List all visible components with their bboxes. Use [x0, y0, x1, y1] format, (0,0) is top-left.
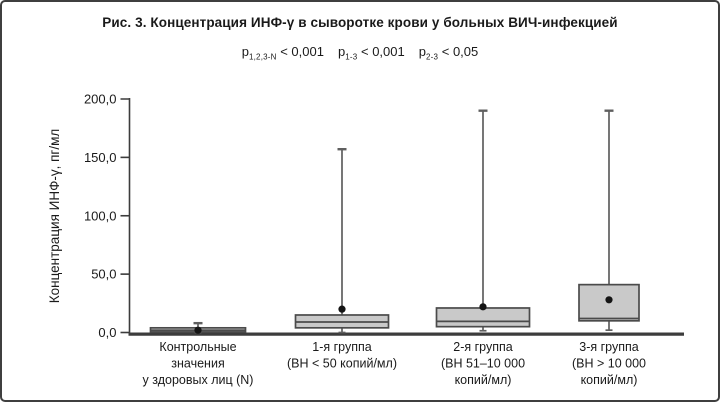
p-value: p2-3 < 0,05 [418, 44, 479, 62]
x-category-label: 3-я группа (ВН > 10 000 копий/мл) [572, 340, 646, 387]
p-value: p1-3 < 0,001 [337, 44, 405, 62]
p-values-row: p1,2,3-N < 0,001 p1-3 < 0,001 p2-3 < 0,05 [2, 44, 718, 62]
y-tick-label: 0,0 [98, 325, 116, 340]
y-tick-label: 150,0 [84, 150, 117, 165]
p-value: p1,2,3-N < 0,001 [241, 44, 324, 62]
mean-dot [605, 296, 613, 304]
y-tick-label: 200,0 [84, 92, 117, 107]
boxplot-group [578, 109, 640, 332]
mean-dot [479, 303, 487, 311]
boxplot-group [294, 148, 390, 334]
iqr-box [435, 307, 531, 328]
x-category-label: 1-я группа (ВН < 50 копий/мл) [287, 340, 397, 371]
mean-dot [338, 305, 346, 313]
x-category-label: 2-я группа (ВН 51–10 000 копий/мл) [441, 340, 525, 387]
y-axis-title: Концентрация ИНФ-γ, пг/мл [47, 129, 62, 304]
y-tick-label: 100,0 [84, 208, 117, 223]
mean-dot [194, 326, 202, 334]
figure-title: Рис. 3. Концентрация ИНФ-γ в сыворотке к… [102, 15, 618, 30]
x-category-label: Контрольные значения у здоровых лиц (N) [143, 340, 254, 387]
boxplot-group [435, 109, 531, 332]
y-tick-label: 50,0 [91, 267, 116, 282]
boxplot-group [149, 321, 247, 334]
